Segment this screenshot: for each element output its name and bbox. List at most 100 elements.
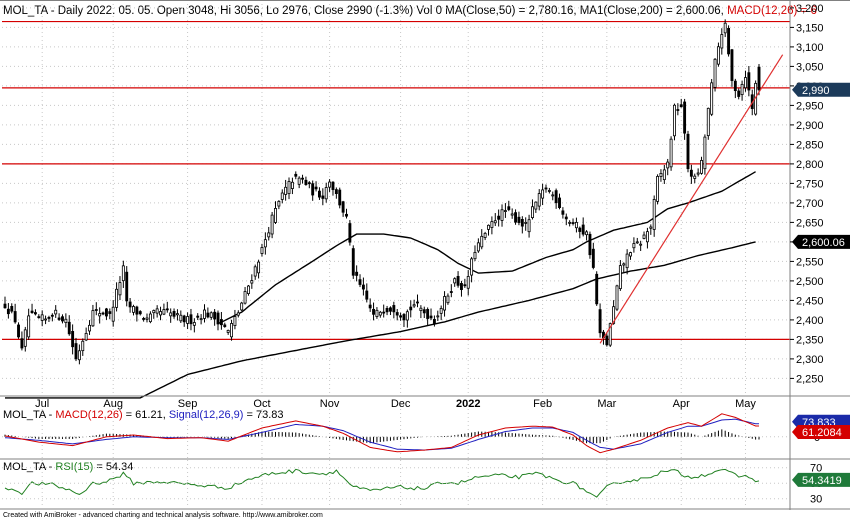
- candle: [236, 310, 240, 318]
- candle: [460, 280, 463, 297]
- candle: [98, 307, 102, 324]
- candle-body: [659, 173, 663, 177]
- candle-body: [696, 172, 700, 175]
- candle-body: [392, 305, 396, 313]
- candle: [372, 302, 375, 321]
- candle-body: [321, 195, 325, 199]
- candle: [747, 66, 751, 97]
- candle: [412, 299, 416, 308]
- candle-body: [649, 226, 653, 229]
- candle: [541, 183, 545, 206]
- y-tick-label: 2,400: [796, 315, 824, 327]
- candle: [304, 176, 308, 186]
- candle: [175, 309, 179, 321]
- rsi-value-badge-text: 54.3419: [802, 475, 842, 487]
- candle: [226, 329, 230, 335]
- candle-body: [311, 183, 315, 196]
- candle: [219, 311, 223, 330]
- candle: [568, 220, 572, 227]
- candle-body: [74, 343, 78, 360]
- candle: [301, 174, 304, 184]
- candle-body: [71, 331, 75, 348]
- rsi-title-name: RSI(15): [55, 461, 93, 473]
- candle-body: [720, 34, 724, 49]
- y-tick-label: 2,700: [796, 198, 824, 210]
- candle: [487, 224, 490, 236]
- candle-body: [33, 312, 37, 315]
- candle: [23, 326, 27, 352]
- candle-body: [186, 316, 190, 324]
- candle: [155, 305, 159, 318]
- candle: [635, 237, 639, 244]
- candle-body: [246, 285, 250, 294]
- candle-body: [40, 314, 44, 321]
- candle: [669, 136, 673, 171]
- candle: [20, 331, 24, 351]
- candle: [456, 271, 460, 288]
- candle: [30, 303, 34, 314]
- chart-header-text: MOL_TA - Daily 2022. 05. 05. Open 3048, …: [3, 5, 727, 17]
- candle: [277, 200, 281, 210]
- candle-body: [348, 223, 352, 243]
- candle: [716, 42, 720, 67]
- candle-body: [544, 187, 548, 190]
- candle: [679, 98, 683, 108]
- candle-body: [744, 77, 747, 89]
- candle: [564, 213, 568, 226]
- y-tick-label: 2,950: [796, 100, 824, 112]
- candle: [81, 338, 85, 356]
- candle-body: [196, 315, 200, 318]
- candle-body: [547, 190, 551, 192]
- candle: [368, 298, 372, 312]
- candle-body: [118, 282, 122, 296]
- candle: [571, 218, 575, 226]
- candle: [531, 199, 534, 220]
- candle: [169, 308, 173, 323]
- candle-body: [713, 58, 717, 88]
- candle-body: [595, 273, 599, 305]
- candle: [466, 270, 470, 296]
- candle: [341, 200, 345, 217]
- candle-body: [165, 308, 169, 311]
- candle: [121, 260, 125, 288]
- candle: [446, 293, 450, 305]
- candle: [618, 260, 622, 291]
- candle-body: [135, 306, 139, 315]
- candle-body: [206, 312, 210, 318]
- candle-body: [230, 323, 233, 338]
- y-tick-label: 2,450: [796, 295, 824, 307]
- candle: [666, 158, 670, 176]
- candle: [334, 187, 338, 199]
- candle-body: [17, 324, 20, 338]
- candle-body: [723, 22, 727, 34]
- candle: [392, 301, 396, 319]
- candle: [162, 303, 166, 316]
- candle-body: [30, 310, 34, 314]
- macd-value-badge-shape: [792, 424, 850, 439]
- candle-body: [483, 232, 487, 238]
- candle: [622, 262, 626, 273]
- candle-body: [331, 181, 335, 190]
- candle: [588, 231, 592, 259]
- candle: [520, 216, 524, 234]
- candle-body: [389, 307, 392, 312]
- candle-body: [622, 263, 626, 266]
- candle: [165, 301, 169, 313]
- candle: [652, 195, 656, 237]
- candle-body: [497, 215, 501, 220]
- candle-body: [612, 306, 616, 324]
- candle-body: [514, 212, 518, 223]
- candle-body: [213, 311, 217, 320]
- trendline: [599, 54, 784, 344]
- candle-body: [81, 340, 85, 352]
- candle-body: [558, 197, 561, 208]
- x-tick-label: Sep: [178, 398, 198, 410]
- candle-body: [294, 173, 298, 177]
- candle: [395, 308, 399, 321]
- candle-body: [436, 315, 440, 318]
- candle: [71, 324, 75, 355]
- candle: [683, 98, 687, 140]
- candle: [605, 333, 609, 347]
- candle: [740, 80, 744, 101]
- candle: [537, 189, 541, 211]
